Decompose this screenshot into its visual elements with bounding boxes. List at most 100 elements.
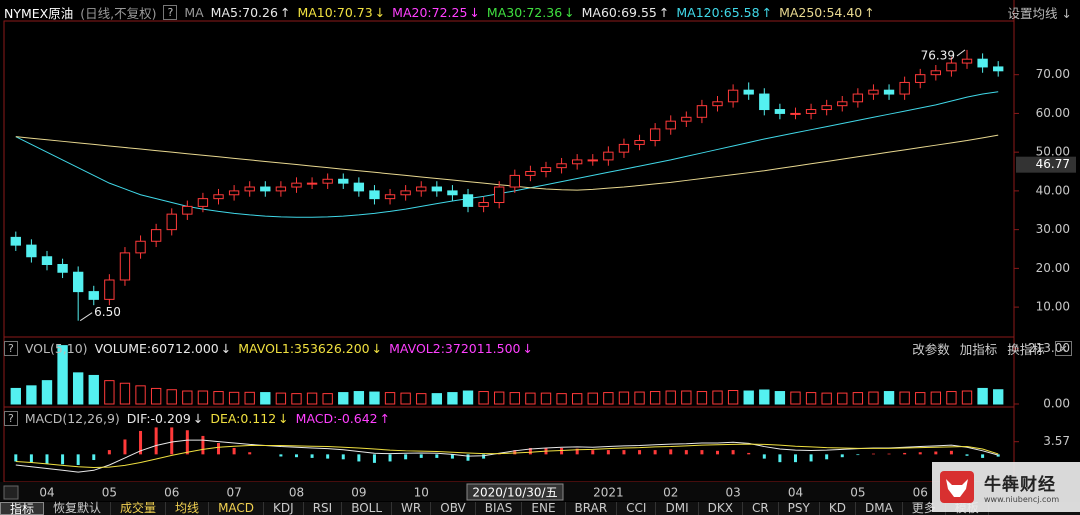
tab[interactable]: CCI xyxy=(617,502,657,515)
candle-body xyxy=(852,93,864,103)
volume-bar xyxy=(447,392,458,405)
volume-bar xyxy=(805,392,817,405)
help[interactable]: ? xyxy=(163,4,178,20)
panel-button[interactable]: 加指标 xyxy=(959,341,998,357)
candle-body xyxy=(743,89,754,95)
tab[interactable]: DMI xyxy=(656,502,699,515)
volume-bar xyxy=(977,387,988,405)
tab[interactable]: ENE xyxy=(522,502,566,515)
panel-button[interactable]: 改参数 xyxy=(912,341,950,357)
candle-body xyxy=(338,178,349,184)
candle-body xyxy=(228,190,240,196)
candle-body xyxy=(166,213,177,231)
volume-bar xyxy=(166,389,177,405)
candle-body xyxy=(587,159,598,162)
y-tick-label: 50.00 xyxy=(1036,145,1070,159)
settings[interactable]: 设置均线 ↓ xyxy=(1007,5,1072,21)
candle-body xyxy=(712,101,723,107)
candle-body xyxy=(634,140,645,145)
candle-body xyxy=(883,89,895,95)
candle-body xyxy=(946,62,957,72)
period: (日线,不复权) xyxy=(80,5,157,21)
y-tick-label: 60.00 xyxy=(1036,106,1070,120)
volume-bar xyxy=(462,390,474,405)
volume-bar xyxy=(603,392,614,405)
help[interactable]: ? xyxy=(4,340,18,356)
candle-body xyxy=(197,198,209,207)
candle-body xyxy=(384,194,396,200)
panel-button[interactable]: × xyxy=(1054,340,1072,356)
volume-bar xyxy=(727,390,739,405)
indicator-value: VOLUME:60712.000 xyxy=(94,340,219,356)
tab[interactable]: 恢复默认 xyxy=(44,502,112,515)
indicator-arrow: ↓ xyxy=(522,340,533,356)
y-tick-label: 20.00 xyxy=(1036,261,1070,275)
last-price: 46.77 xyxy=(1036,157,1070,171)
tab[interactable]: PSY xyxy=(779,502,820,515)
candle-body xyxy=(961,58,973,64)
candle-body xyxy=(603,151,614,161)
indicator-value: MACD:-0.642 xyxy=(295,410,378,426)
volume-bar xyxy=(899,391,910,405)
volume-bar xyxy=(712,390,723,405)
indicator-value: DIF:-0.209 xyxy=(126,410,191,426)
volume-bar xyxy=(540,392,552,405)
help[interactable]: ? xyxy=(4,410,18,426)
candle-body xyxy=(150,229,162,242)
watermark: 牛犇财经 www.niubencj.com xyxy=(932,462,1080,512)
ma-arrow: ↓ xyxy=(564,4,575,20)
tab[interactable]: DMA xyxy=(856,502,903,515)
volume-bar xyxy=(790,391,801,405)
tab[interactable]: 成交量 xyxy=(111,502,167,515)
settings-area: 设置均线 ↓ xyxy=(1008,3,1072,21)
volume-bar xyxy=(837,392,848,405)
ma-value: MA250:54.40 xyxy=(779,4,863,20)
ma-value: MA10:70.73 xyxy=(297,4,373,20)
x-tick-label: 09 xyxy=(351,486,366,500)
tab[interactable]: WR xyxy=(392,502,432,515)
tab[interactable]: RSI xyxy=(304,502,343,515)
tab[interactable]: KDJ xyxy=(264,502,304,515)
ma-arrow: ↑ xyxy=(864,4,875,20)
tab[interactable]: 均线 xyxy=(166,502,210,515)
tab[interactable]: OBV xyxy=(431,502,476,515)
candle-body xyxy=(369,190,380,200)
tab[interactable]: BRAR xyxy=(566,502,618,515)
candle-body xyxy=(618,143,630,153)
tab[interactable]: BOLL xyxy=(342,502,393,515)
y-tick-label: 0.00 xyxy=(1043,397,1070,411)
scroll-left[interactable] xyxy=(3,485,19,500)
candle-body xyxy=(10,236,21,246)
volume-bar xyxy=(26,385,37,405)
volume-bar xyxy=(322,393,333,405)
volume-bar xyxy=(634,391,645,405)
ma-arrow: ↑ xyxy=(658,4,670,20)
volume-bar xyxy=(275,392,287,405)
volume-bar xyxy=(244,391,255,405)
tab[interactable]: 指标 xyxy=(0,502,45,515)
x-tick-label: 10 xyxy=(414,486,429,500)
tab[interactable]: BIAS xyxy=(476,502,523,515)
panel-button[interactable]: 换指标 xyxy=(1007,341,1045,357)
tab[interactable]: CR xyxy=(743,502,779,515)
high-label: 76.39 xyxy=(921,48,955,62)
candle-body xyxy=(665,120,676,130)
tab[interactable]: KD xyxy=(820,502,856,515)
volume-bar xyxy=(821,392,832,405)
candle-body xyxy=(509,174,520,188)
volume-bar xyxy=(649,391,661,405)
volume-bar xyxy=(993,389,1004,405)
volume-bar xyxy=(338,392,349,405)
tab[interactable]: MACD xyxy=(209,502,265,515)
tab[interactable]: DKX xyxy=(699,502,743,515)
last-price-box xyxy=(1016,156,1076,173)
candle-body xyxy=(416,186,427,192)
volume-bar xyxy=(228,391,240,405)
volume-buttons: 改参数 加指标 换指标 × xyxy=(912,339,1072,357)
volume-bar xyxy=(353,391,365,405)
ma-arrow: ↑ xyxy=(761,4,773,20)
indicator-tabs: 指标 恢复默认 成交量 均线 MACD KDJ RSI BOLL WR OBV BIAS ENE BRA… xyxy=(0,502,1080,515)
candle-body xyxy=(930,70,942,76)
volume-bar xyxy=(681,390,692,405)
candle-body xyxy=(244,186,255,192)
